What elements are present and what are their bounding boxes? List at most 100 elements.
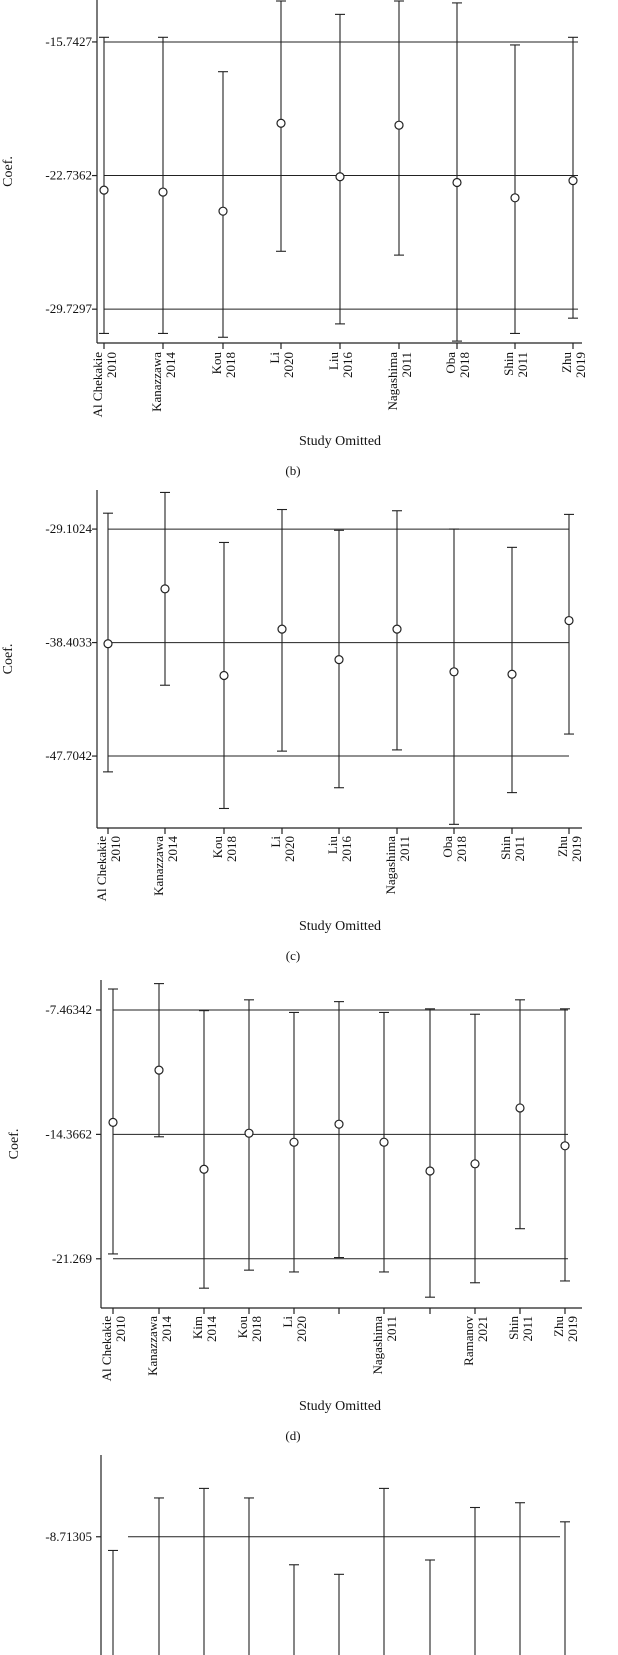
x-tick-label: Kou bbox=[209, 352, 224, 375]
data-point bbox=[392, 624, 402, 634]
chart-panel: -8.71305 bbox=[45, 1455, 570, 1655]
x-tick-label-year: 2010 bbox=[108, 836, 123, 862]
x-tick-label-year: 2011 bbox=[397, 836, 412, 862]
data-point bbox=[99, 185, 109, 195]
data-point bbox=[276, 118, 286, 128]
x-tick-label: Kanazzawa bbox=[151, 836, 166, 896]
x-tick-label: Shin bbox=[501, 352, 516, 376]
y-axis-label: Coef. bbox=[1, 156, 16, 187]
x-tick-label: Zhu bbox=[559, 352, 574, 373]
x-tick-label-year: 2011 bbox=[384, 1316, 399, 1342]
data-point bbox=[244, 1128, 254, 1138]
y-tick-label: -22.7362 bbox=[45, 168, 92, 183]
x-tick-label: Al Chekakie bbox=[90, 352, 105, 418]
x-tick-label-year: 2018 bbox=[224, 836, 239, 862]
data-point bbox=[334, 1119, 344, 1129]
x-tick-label: Kanazzawa bbox=[145, 1316, 160, 1376]
x-axis-label: Study Omitted bbox=[299, 919, 381, 934]
data-point bbox=[335, 172, 345, 182]
data-point bbox=[108, 1117, 118, 1127]
x-tick-label-year: 2018 bbox=[457, 352, 472, 378]
data-point bbox=[394, 120, 404, 130]
x-axis-label: Study Omitted bbox=[299, 1399, 381, 1414]
data-point bbox=[158, 187, 168, 197]
x-tick-label: Liu bbox=[325, 836, 340, 855]
chart-panel: -29.1024 -38.4033 -47.7042 Coef. Al Chekakie… bbox=[1, 490, 584, 963]
x-tick-label: Li bbox=[267, 352, 282, 364]
x-tick-label-year: 2014 bbox=[204, 1316, 219, 1343]
data-point bbox=[515, 1103, 525, 1113]
x-tick-label-year: 2019 bbox=[573, 352, 588, 378]
x-tick-label-year: 2020 bbox=[281, 352, 296, 378]
x-tick-label: Kou bbox=[235, 1316, 250, 1339]
data-point bbox=[334, 655, 344, 665]
data-point bbox=[219, 670, 229, 681]
x-tick-label-year: 2011 bbox=[515, 352, 530, 378]
data-point bbox=[510, 193, 520, 203]
x-tick-label-year: 2011 bbox=[399, 352, 414, 378]
data-point bbox=[199, 1164, 209, 1174]
x-tick-label: Oba bbox=[440, 836, 455, 858]
y-tick-label: -7.46342 bbox=[45, 1002, 92, 1017]
x-tick-label: Li bbox=[280, 1316, 295, 1328]
chart-panel: -15.7427 -22.7362 -29.7297 Coef. Al Chekakie… bbox=[1, 0, 588, 478]
y-tick-label: -15.7427 bbox=[45, 34, 92, 49]
y-tick-label: -21.269 bbox=[52, 1251, 92, 1266]
y-tick-label: -29.7297 bbox=[45, 301, 92, 316]
data-point bbox=[507, 669, 517, 679]
y-tick-label: -47.7042 bbox=[45, 748, 92, 763]
panel-caption: (b) bbox=[285, 463, 300, 478]
x-tick-label-year: 2019 bbox=[569, 836, 584, 862]
data-point bbox=[452, 177, 462, 188]
x-tick-label-year: 2011 bbox=[512, 836, 527, 862]
x-tick-label-year: 2019 bbox=[565, 1316, 580, 1342]
x-axis-label: Study Omitted bbox=[299, 434, 381, 449]
x-tick-label: Kanazzawa bbox=[149, 352, 164, 412]
data-point bbox=[568, 175, 578, 186]
x-tick-label: Liu bbox=[326, 352, 341, 371]
x-tick-label-year: 2021 bbox=[475, 1316, 490, 1342]
x-tick-label: Al Chekakie bbox=[94, 836, 109, 902]
x-tick-label-year: 2016 bbox=[339, 836, 354, 863]
panel-caption: (d) bbox=[285, 1428, 300, 1443]
x-tick-label: Zhu bbox=[555, 836, 570, 857]
data-point bbox=[218, 206, 228, 216]
panel-caption: (c) bbox=[286, 948, 300, 963]
data-point bbox=[449, 667, 459, 677]
x-tick-label-year: 2010 bbox=[113, 1316, 128, 1342]
y-axis-label: Coef. bbox=[7, 1129, 22, 1160]
data-point bbox=[564, 615, 574, 626]
data-point bbox=[379, 1137, 389, 1147]
x-tick-label: Ramanov bbox=[461, 1316, 476, 1366]
y-tick-label: -38.4033 bbox=[45, 635, 92, 650]
data-point bbox=[154, 1065, 164, 1075]
x-tick-label: Kou bbox=[210, 836, 225, 859]
y-axis-label: Coef. bbox=[1, 644, 16, 675]
x-tick-label-year: 2020 bbox=[294, 1316, 309, 1342]
x-tick-label: Li bbox=[268, 836, 283, 848]
x-tick-label: Oba bbox=[443, 352, 458, 374]
y-tick-label: -29.1024 bbox=[45, 521, 92, 536]
x-tick-label: Nagashima bbox=[370, 1316, 385, 1375]
x-tick-label: Shin bbox=[506, 1316, 521, 1340]
data-point bbox=[160, 584, 170, 594]
x-tick-label-year: 2018 bbox=[454, 836, 469, 862]
x-tick-label-year: 2010 bbox=[104, 352, 119, 378]
data-point bbox=[470, 1159, 480, 1169]
data-point bbox=[289, 1137, 299, 1147]
x-tick-label-year: 2016 bbox=[340, 352, 355, 379]
x-tick-label-year: 2014 bbox=[159, 1316, 174, 1343]
x-tick-label: Kim bbox=[190, 1316, 205, 1339]
x-tick-label: Nagashima bbox=[385, 352, 400, 411]
x-tick-label: Shin bbox=[498, 836, 513, 860]
x-tick-label-year: 2020 bbox=[282, 836, 297, 862]
data-point bbox=[560, 1141, 570, 1151]
x-tick-label-year: 2014 bbox=[163, 352, 178, 379]
x-tick-label-year: 2018 bbox=[223, 352, 238, 378]
x-tick-label: Al Chekakie bbox=[99, 1316, 114, 1382]
y-tick-label: -14.3662 bbox=[45, 1126, 92, 1141]
x-tick-label-year: 2018 bbox=[249, 1316, 264, 1342]
data-point bbox=[425, 1166, 435, 1176]
data-point bbox=[103, 639, 113, 649]
